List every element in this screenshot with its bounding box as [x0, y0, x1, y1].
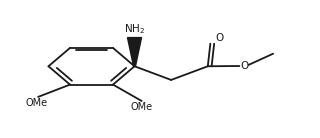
Text: O: O: [216, 33, 224, 43]
Text: O: O: [240, 61, 249, 71]
Text: NH$_2$: NH$_2$: [124, 22, 145, 36]
Polygon shape: [127, 38, 141, 66]
Text: OMe: OMe: [26, 98, 48, 108]
Text: OMe: OMe: [131, 102, 153, 112]
